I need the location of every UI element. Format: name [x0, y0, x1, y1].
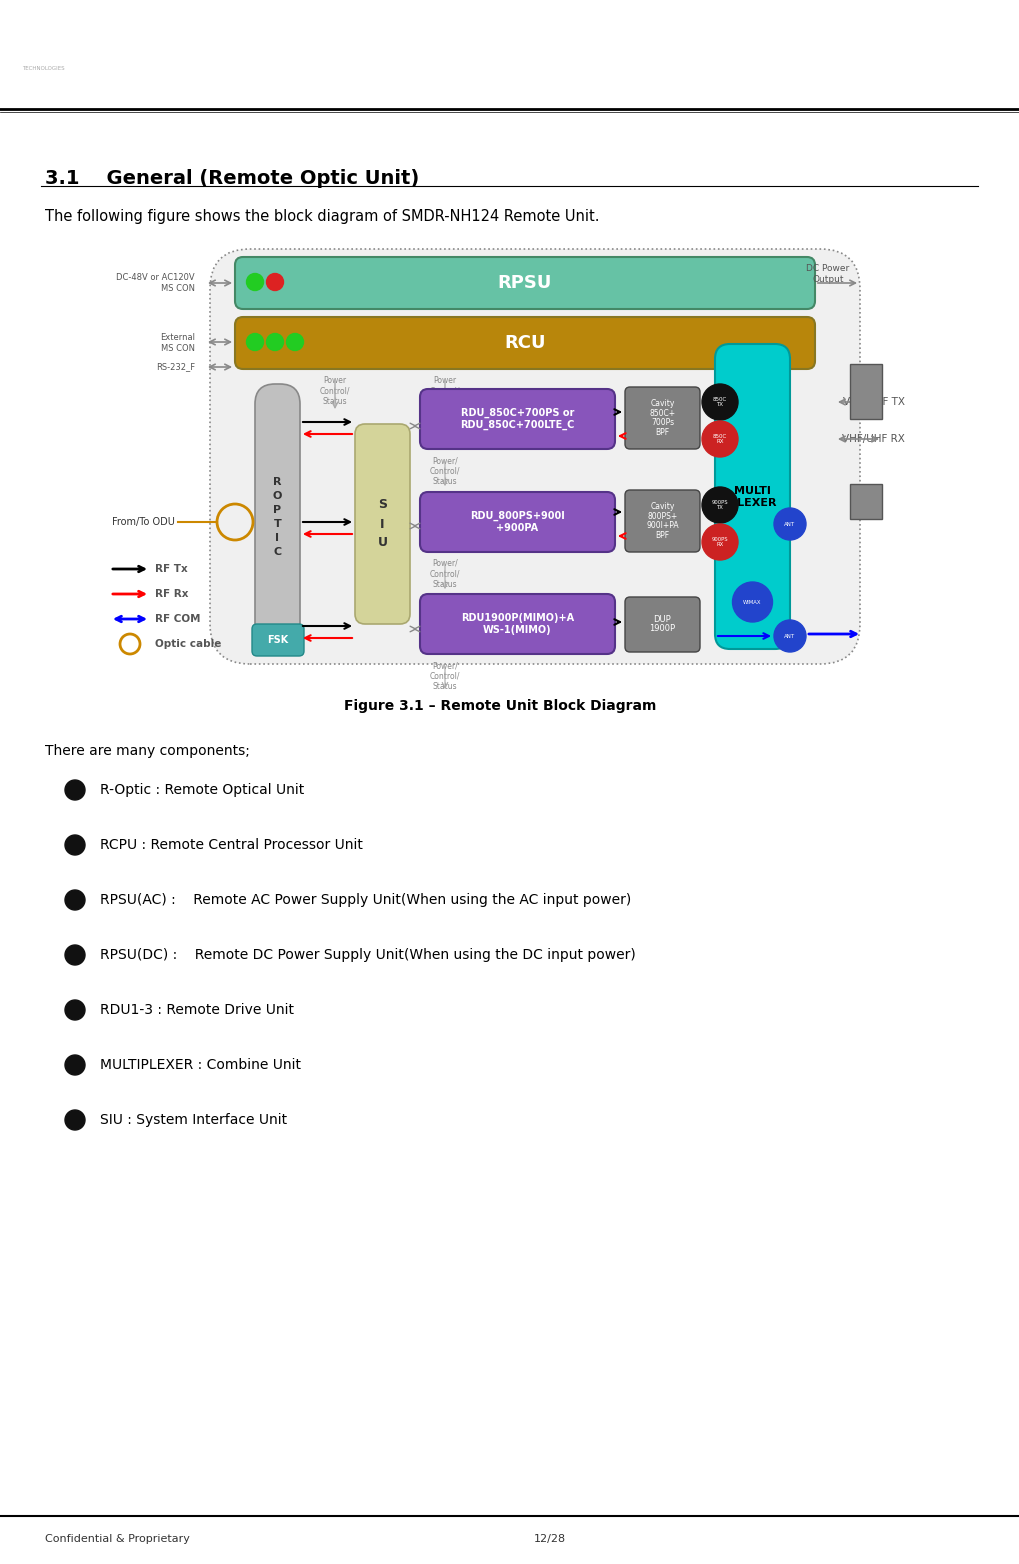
Circle shape	[702, 421, 738, 457]
Text: External
MS CON: External MS CON	[160, 333, 195, 353]
Text: There are many components;: There are many components;	[45, 744, 250, 759]
Text: VHF/UHF RX: VHF/UHF RX	[842, 433, 905, 444]
Text: S
I
U: S I U	[377, 499, 387, 549]
FancyBboxPatch shape	[420, 594, 615, 654]
Text: Power/
Control/
Status: Power/ Control/ Status	[430, 662, 461, 691]
Text: DUP
1900P: DUP 1900P	[649, 615, 676, 633]
FancyBboxPatch shape	[252, 624, 304, 655]
Text: R
O
P
T
I
C: R O P T I C	[273, 477, 282, 557]
Text: From/To ODU: From/To ODU	[112, 518, 175, 527]
FancyBboxPatch shape	[235, 256, 815, 310]
Text: Optic cable: Optic cable	[155, 640, 221, 649]
Text: VHF/UHF TX: VHF/UHF TX	[843, 397, 905, 407]
Circle shape	[267, 274, 283, 291]
FancyBboxPatch shape	[210, 249, 860, 665]
Text: RDU_800PS+900I
+900PA: RDU_800PS+900I +900PA	[470, 511, 565, 533]
Text: The following figure shows the block diagram of SMDR-NH124 Remote Unit.: The following figure shows the block dia…	[45, 210, 599, 224]
Text: Power/
Control/
Status: Power/ Control/ Status	[430, 558, 461, 588]
Text: Cavity
850C+
700Ps
BPF: Cavity 850C+ 700Ps BPF	[649, 399, 676, 436]
Circle shape	[65, 945, 85, 965]
Circle shape	[733, 582, 772, 622]
Circle shape	[65, 1110, 85, 1131]
Circle shape	[267, 333, 283, 350]
Text: Power/
Control/
Status: Power/ Control/ Status	[430, 457, 461, 486]
Text: RPSU: RPSU	[498, 274, 552, 292]
FancyBboxPatch shape	[715, 344, 790, 649]
Circle shape	[247, 333, 264, 350]
FancyBboxPatch shape	[420, 389, 615, 449]
Text: Cavity
800PS+
900I+PA
BPF: Cavity 800PS+ 900I+PA BPF	[646, 502, 679, 540]
Circle shape	[65, 999, 85, 1020]
Circle shape	[774, 619, 806, 652]
Text: Power
Control/
Status: Power Control/ Status	[320, 375, 351, 405]
Text: R-Optic : Remote Optical Unit: R-Optic : Remote Optical Unit	[100, 784, 305, 798]
Circle shape	[286, 333, 304, 350]
FancyBboxPatch shape	[355, 424, 410, 624]
Text: SOLiD: SOLiD	[19, 27, 67, 41]
FancyBboxPatch shape	[625, 597, 700, 652]
Text: WIMAX: WIMAX	[743, 599, 762, 605]
Circle shape	[774, 508, 806, 540]
FancyBboxPatch shape	[255, 385, 300, 649]
Text: Confidential & Proprietary: Confidential & Proprietary	[45, 1534, 190, 1544]
FancyBboxPatch shape	[420, 493, 615, 552]
FancyBboxPatch shape	[235, 317, 815, 369]
Circle shape	[65, 890, 85, 910]
Circle shape	[65, 835, 85, 856]
FancyBboxPatch shape	[625, 490, 700, 552]
Text: RF COM: RF COM	[155, 615, 201, 624]
Text: 12/28: 12/28	[534, 1534, 567, 1544]
Text: DC Power
Output: DC Power Output	[806, 264, 850, 283]
Text: ANT: ANT	[785, 633, 796, 638]
Circle shape	[702, 486, 738, 522]
Text: RF Tx: RF Tx	[155, 565, 187, 574]
Text: Power
Control/
Status: Power Control/ Status	[430, 375, 461, 405]
Text: RDU1900P(MIMO)+A
WS-1(MIMO): RDU1900P(MIMO)+A WS-1(MIMO)	[461, 613, 574, 635]
Text: 900PS
RX: 900PS RX	[711, 536, 729, 547]
Text: RS-232_F: RS-232_F	[156, 363, 195, 372]
Text: TECHNOLOGIES: TECHNOLOGIES	[22, 66, 64, 70]
Text: RPSU(AC) :    Remote AC Power Supply Unit(When using the AC input power): RPSU(AC) : Remote AC Power Supply Unit(W…	[100, 893, 631, 907]
Text: RF Rx: RF Rx	[155, 590, 189, 599]
Text: SIU : System Interface Unit: SIU : System Interface Unit	[100, 1114, 287, 1128]
Text: 900PS
TX: 900PS TX	[711, 499, 729, 510]
Text: ANT: ANT	[785, 521, 796, 527]
Text: DC-48V or AC120V
MS CON: DC-48V or AC120V MS CON	[116, 274, 195, 292]
Text: RPSU(DC) :    Remote DC Power Supply Unit(When using the DC input power): RPSU(DC) : Remote DC Power Supply Unit(W…	[100, 948, 636, 962]
Text: 3.1    General (Remote Optic Unit): 3.1 General (Remote Optic Unit)	[45, 169, 419, 188]
Bar	[850, 364, 882, 419]
Circle shape	[702, 385, 738, 421]
Text: Figure 3.1 – Remote Unit Block Diagram: Figure 3.1 – Remote Unit Block Diagram	[343, 699, 656, 713]
Text: MULTI
PLEXER: MULTI PLEXER	[729, 486, 776, 508]
Text: 850C
RX: 850C RX	[713, 433, 728, 444]
Text: MULTIPLEXER : Combine Unit: MULTIPLEXER : Combine Unit	[100, 1057, 301, 1071]
Circle shape	[65, 1056, 85, 1074]
Circle shape	[65, 780, 85, 801]
FancyBboxPatch shape	[625, 386, 700, 449]
Text: FSK: FSK	[267, 635, 288, 644]
Text: RCPU : Remote Central Processor Unit: RCPU : Remote Central Processor Unit	[100, 838, 363, 852]
Text: RDU1-3 : Remote Drive Unit: RDU1-3 : Remote Drive Unit	[100, 1003, 294, 1017]
Circle shape	[247, 274, 264, 291]
Text: 850C
TX: 850C TX	[713, 397, 728, 407]
Text: RCU: RCU	[504, 335, 546, 352]
Circle shape	[702, 524, 738, 560]
Bar	[850, 483, 882, 519]
Text: RDU_850C+700PS or
RDU_850C+700LTE_C: RDU_850C+700PS or RDU_850C+700LTE_C	[461, 408, 575, 430]
